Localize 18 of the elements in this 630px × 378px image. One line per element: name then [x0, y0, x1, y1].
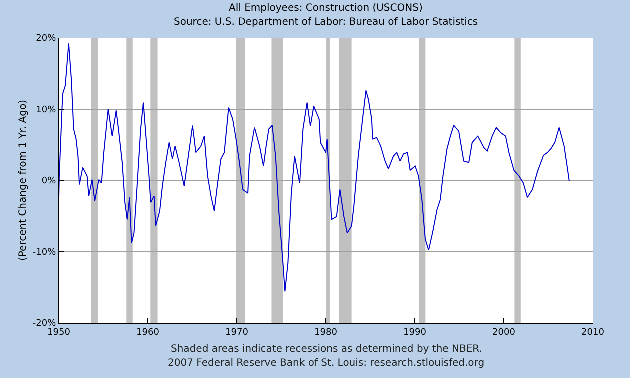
- y-tick-label: 20%: [36, 34, 57, 44]
- y-tick-label: -20%: [32, 319, 57, 330]
- x-tick-label: 1970: [226, 328, 249, 338]
- x-tick-label: 2010: [582, 328, 605, 338]
- text: 2007 Federal Reserve Bank of St. Louis: research.stlouisfed.org: [168, 358, 485, 369]
- y-tick-label: 0%: [42, 176, 57, 187]
- x-tick-label: 1980: [314, 328, 338, 338]
- chart-title: All Employees: Construction (USCONS): [229, 3, 423, 14]
- x-tick-label: 2000: [492, 328, 516, 338]
- chart-subtitle: Source: U.S. Department of Labor: Bureau of Labor Statistics: [174, 17, 478, 28]
- x-tick-label: 1960: [136, 328, 160, 338]
- y-tick-label: 10%: [36, 105, 57, 116]
- x-tick-label: 1950: [48, 328, 71, 338]
- y-tick-label: -10%: [32, 248, 57, 258]
- y-axis-title: (Percent Change from 1 Yr. Ago): [18, 100, 29, 262]
- x-tick-label: 1990: [404, 328, 427, 338]
- text: Shaded areas indicate recessions as determined by the NBER.: [171, 344, 482, 355]
- line-series: [59, 43, 570, 292]
